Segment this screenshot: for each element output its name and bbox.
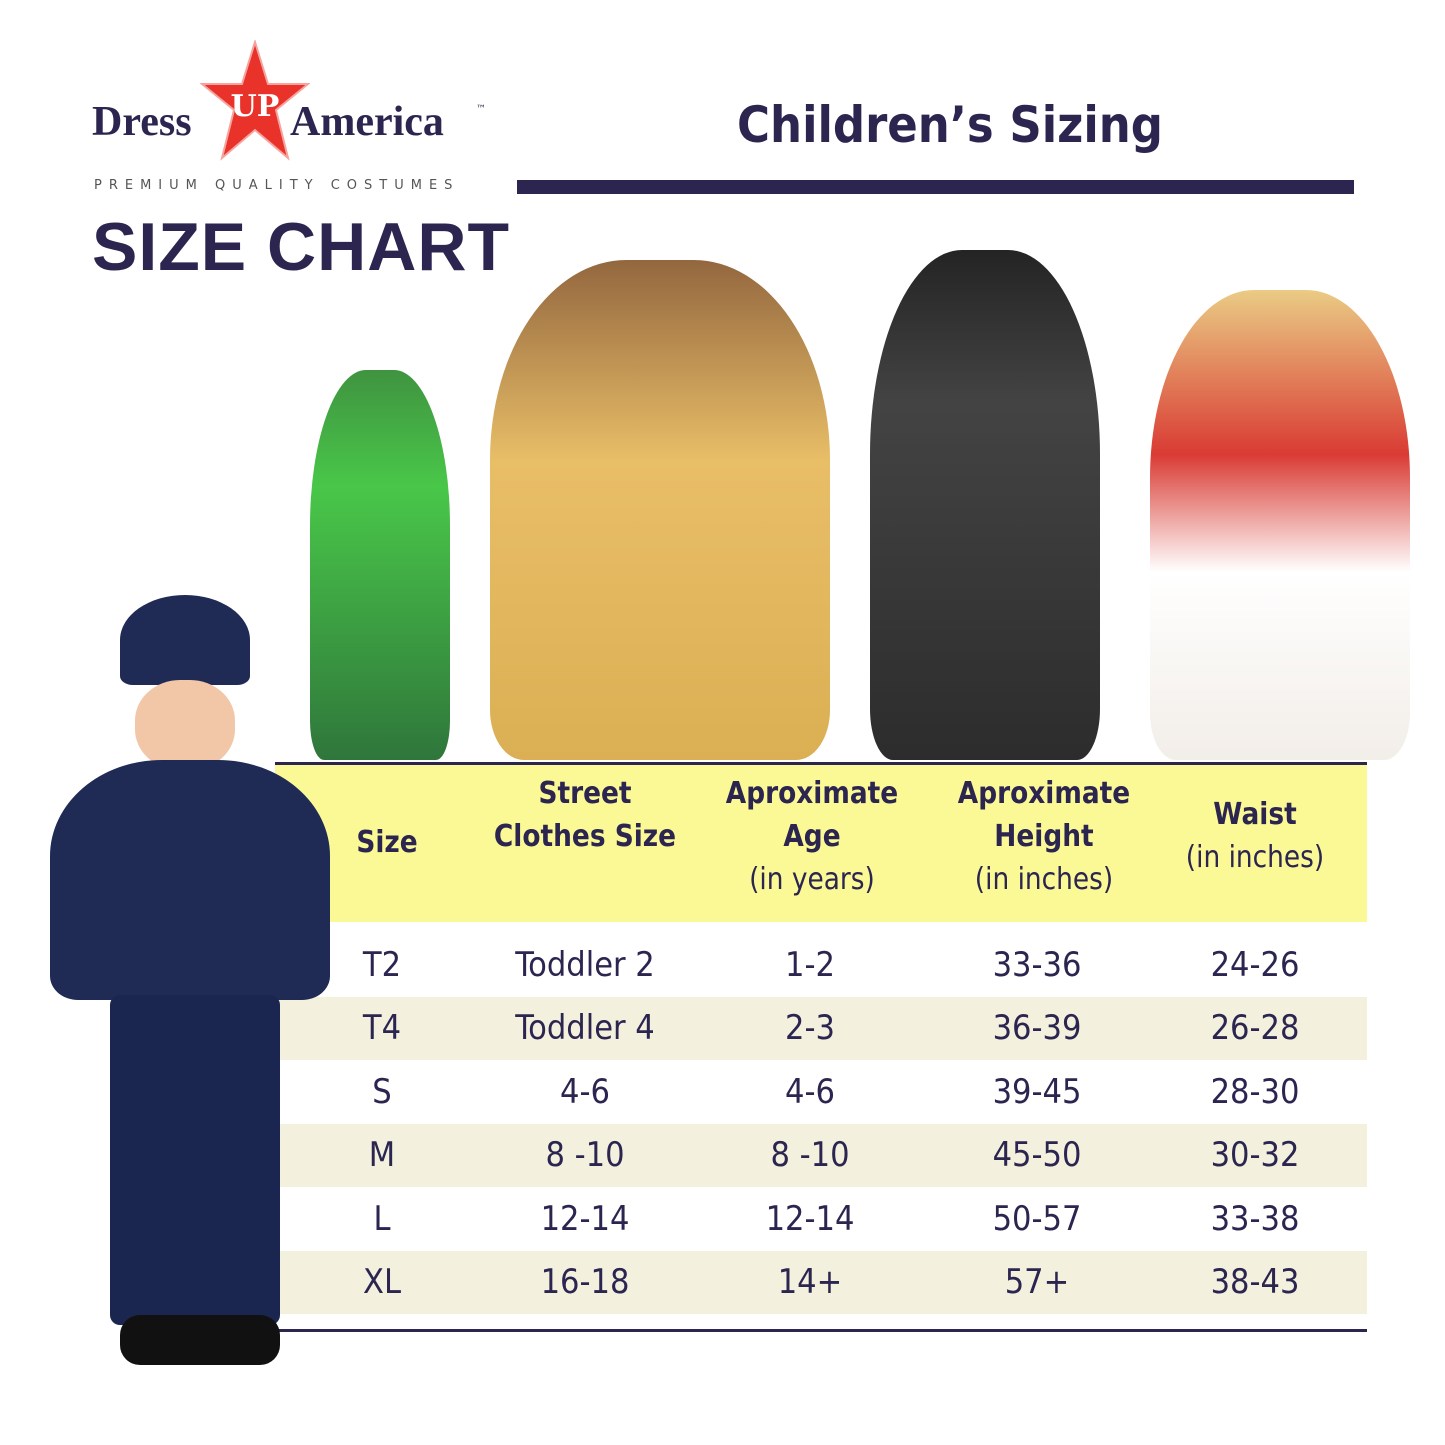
page-title: Children’s Sizing (737, 96, 1163, 154)
table-cell: 12-14 (540, 1198, 630, 1239)
table-cell: 26-28 (1210, 1008, 1300, 1049)
table-cell: 2-3 (785, 1008, 835, 1049)
police-shoes (120, 1315, 280, 1365)
table-cell: 1-2 (785, 945, 835, 985)
table-cell: XL (363, 1262, 401, 1302)
table-cell: 50-57 (992, 1198, 1082, 1239)
table-cell: 57+ (1004, 1262, 1070, 1302)
peter-pan-costume-photo (310, 370, 450, 760)
trademark: ™ (476, 104, 486, 115)
table-cell: 33-38 (1210, 1198, 1300, 1239)
table-cell: 45-50 (992, 1135, 1082, 1176)
header-waist: Waist (in inches) (1185, 797, 1325, 875)
police-hat (120, 595, 250, 685)
table-row: M 8 -10 8 -10 45-50 30-32 (240, 1124, 1367, 1188)
table-cell: 33-36 (992, 945, 1082, 985)
table-bottom-rule (240, 1329, 1367, 1332)
header-street-size: Street Clothes Size (493, 776, 677, 854)
tagline: PREMIUM QUALITY COSTUMES (94, 178, 460, 193)
table-cell: S (372, 1071, 392, 1112)
table-cell: 24-26 (1210, 945, 1300, 985)
table-cell: 4-6 (785, 1071, 835, 1112)
table-cell: 38-43 (1210, 1262, 1300, 1302)
table-cell: 8 -10 (770, 1135, 850, 1176)
colonial-costume-photo (870, 250, 1100, 760)
header-size: Size (356, 825, 418, 860)
table-cell: Toddler 4 (515, 1008, 655, 1049)
table-cell: L (373, 1198, 391, 1239)
table-row: T4 Toddler 4 2-3 36-39 26-28 (240, 997, 1367, 1061)
table-row: T2 Toddler 2 1-2 33-36 24-26 (240, 934, 1367, 997)
size-table: Size Street Clothes Size Aproximate Age(… (240, 758, 1367, 1338)
table-header (275, 762, 1367, 922)
table-cell: 16-18 (540, 1262, 630, 1302)
princess-costume-photo (490, 260, 830, 760)
size-chart-heading: SIZE CHART (92, 209, 510, 285)
table-cell: T2 (362, 945, 402, 985)
table-cell: Toddler 2 (515, 945, 655, 985)
table-row: S 4-6 4-6 39-45 28-30 (240, 1061, 1367, 1124)
star-icon: UP (200, 40, 310, 161)
table-cell: 4-6 (560, 1071, 610, 1112)
table-cell: 8 -10 (545, 1135, 625, 1176)
table-row: L 12-14 12-14 50-57 33-38 (240, 1188, 1367, 1251)
header-age: Aproximate Age (in years) (725, 776, 899, 897)
table-cell: 36-39 (992, 1008, 1082, 1049)
police-jacket (50, 760, 330, 1000)
table-cell: T4 (362, 1008, 402, 1049)
logo-up: UP (231, 89, 280, 124)
table-row: XL 16-18 14+ 57+ 38-43 (240, 1251, 1367, 1314)
logo-word-dress: Dress (92, 99, 192, 145)
table-cell: 28-30 (1210, 1071, 1300, 1112)
table-cell: 14+ (777, 1262, 843, 1302)
table-cell: 39-45 (992, 1071, 1082, 1112)
logo-word-america: America (290, 99, 444, 145)
title-divider (517, 180, 1354, 194)
police-face (135, 680, 235, 770)
police-pants (110, 995, 280, 1325)
table-cell: M (368, 1135, 396, 1176)
header-height: Aproximate Height (in inches) (957, 776, 1131, 897)
cowgirl-costume-photo (1150, 290, 1410, 760)
table-cell: 12-14 (765, 1198, 855, 1239)
police-costume-photo (50, 595, 330, 1375)
table-cell: 30-32 (1210, 1135, 1300, 1176)
